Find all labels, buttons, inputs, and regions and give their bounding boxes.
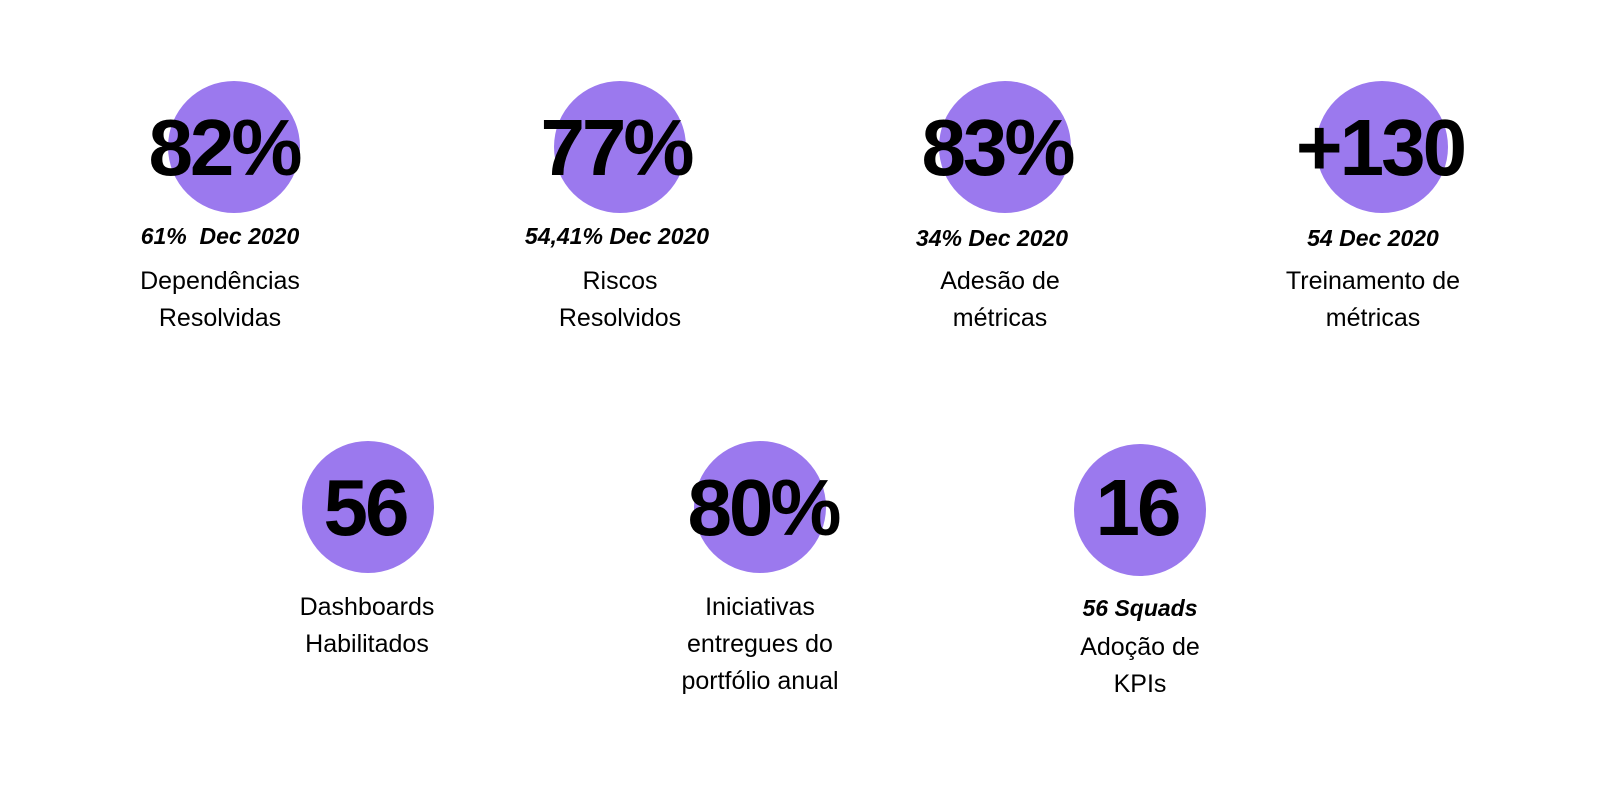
metric-label-line: Habilitados — [305, 630, 429, 658]
metric-label-line: Adesão de — [940, 267, 1060, 295]
metric-circle — [1074, 444, 1206, 576]
metric-subtitle: 56 Squads — [1082, 595, 1198, 621]
metric-circle — [939, 81, 1071, 213]
metric-value: 56 — [323, 463, 410, 552]
metric-label: Riscos Resolvidos — [460, 263, 780, 337]
metric-card-kpis: 16 56 Squads Adoção de KPIs — [980, 441, 1300, 711]
metric-subtitle: 54 Dec 2020 — [1307, 225, 1439, 251]
metric-card-adesao: 83% 34% Dec 2020 Adesão de métricas — [840, 81, 1160, 341]
metric-circle — [168, 81, 300, 213]
metric-label-line: métricas — [1325, 304, 1421, 332]
metric-value: 16 — [1095, 463, 1182, 552]
metric-card-treinamento: +130 54 Dec 2020 Treinamento de métricas — [1220, 81, 1540, 341]
metric-label-line: Dashboards — [299, 593, 435, 621]
metric-subtitle: 54,41% Dec 2020 — [524, 223, 710, 249]
metric-label-line: entregues do — [687, 630, 833, 658]
metric-label-line: Resolvidas — [158, 304, 282, 332]
metric-value: 83% — [921, 103, 1075, 192]
metric-circle — [1316, 81, 1448, 213]
metric-label-line: Adoção de — [1080, 633, 1200, 661]
metric-subtitle: 61% Dec 2020 — [140, 223, 300, 249]
metric-value: 77% — [540, 103, 694, 192]
metric-label: Treinamento de métricas — [1213, 263, 1533, 337]
metric-label-line: KPIs — [1113, 670, 1167, 698]
metric-subtitle: 34% Dec 2020 — [915, 225, 1069, 251]
metric-value: +130 — [1295, 103, 1467, 192]
metric-label-line: Iniciativas — [705, 593, 815, 621]
metric-label: Adesão de métricas — [840, 263, 1160, 337]
metric-circle — [694, 441, 826, 573]
metric-card-dependencias: 82% 61% Dec 2020 Dependências Resolvidas — [70, 81, 390, 341]
metric-label: Iniciativas entregues do portfólio anual — [600, 589, 920, 700]
metric-label-line: métricas — [952, 304, 1048, 332]
metric-value: 82% — [148, 103, 302, 192]
metric-label-line: Dependências — [140, 267, 300, 295]
metric-label: Dashboards Habilitados — [207, 589, 527, 663]
metric-label: Dependências Resolvidas — [60, 263, 380, 337]
metric-value: 80% — [687, 463, 841, 552]
metric-label-line: Riscos — [582, 267, 658, 295]
metric-card-riscos: 77% 54,41% Dec 2020 Riscos Resolvidos — [460, 81, 780, 341]
metric-label-line: Resolvidos — [558, 304, 682, 332]
metric-label-line: Treinamento de — [1285, 267, 1461, 295]
metric-label-line: portfólio anual — [681, 667, 839, 695]
metric-circle — [554, 81, 686, 213]
metric-card-iniciativas: 80% Iniciativas entregues do portfólio a… — [600, 441, 920, 711]
metric-label: Adoção de KPIs — [980, 629, 1300, 703]
metric-circle — [302, 441, 434, 573]
metric-card-dashboards: 56 Dashboards Habilitados — [210, 441, 530, 671]
